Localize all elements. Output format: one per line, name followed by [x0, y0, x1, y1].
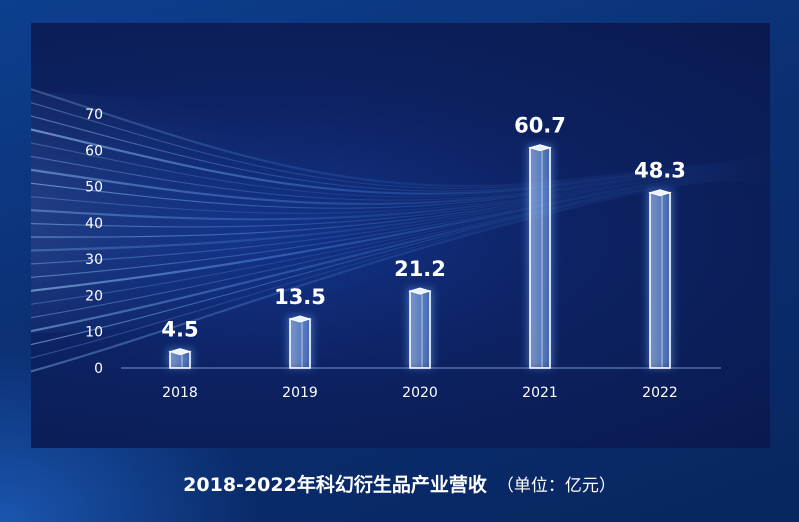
- bar: [649, 191, 671, 369]
- data-label: 48.3: [634, 159, 686, 183]
- light-streak: [31, 162, 770, 206]
- data-label: 21.2: [394, 257, 446, 281]
- bar-group: 60.7 2021: [514, 114, 566, 401]
- y-tick-label: 50: [85, 180, 103, 196]
- y-tick-label: 10: [85, 325, 103, 341]
- bar-group: 13.5 2019: [274, 285, 326, 401]
- light-streak: [31, 166, 770, 221]
- y-tick-label: 70: [85, 107, 103, 123]
- chart-panel: 0 10 20 30 40 50 60 70 4.5 2018 13.5 2019 21.2 2020 6…: [31, 23, 770, 448]
- bar-group: 4.5 2018: [161, 318, 198, 401]
- light-streak: [31, 168, 770, 228]
- chart-caption: 2018-2022年科幻衍生品产业营收 （单位：亿元）: [0, 470, 799, 497]
- bar-cap: [528, 144, 552, 152]
- bar-cap: [408, 287, 432, 295]
- x-tick-label: 2018: [162, 385, 198, 401]
- bar-group: 48.3 2022: [634, 159, 686, 401]
- light-streaks: [31, 88, 770, 373]
- light-streak: [31, 175, 770, 305]
- light-streak: [31, 179, 770, 359]
- chart-title: 2018-2022年科幻衍生品产业营收: [183, 474, 487, 496]
- bar-chart: 0 10 20 30 40 50 60 70 4.5 2018 13.5 2019 21.2 2020 6…: [31, 88, 770, 401]
- bar: [409, 290, 431, 369]
- y-tick-label: 60: [85, 143, 103, 159]
- x-tick-label: 2022: [642, 385, 678, 401]
- y-tick-label: 40: [85, 216, 103, 232]
- light-streak: [31, 170, 770, 238]
- bars: 4.5 2018 13.5 2019 21.2 2020 60.7 2021 48.3 2022: [161, 114, 686, 401]
- data-label: 4.5: [161, 318, 198, 342]
- light-streak: [31, 176, 770, 319]
- light-streak: [31, 164, 770, 209]
- y-tick-label: 0: [94, 361, 103, 377]
- light-streak: [31, 88, 770, 188]
- y-tick-label: 20: [85, 288, 103, 304]
- bar-group: 21.2 2020: [394, 257, 446, 401]
- data-label: 60.7: [514, 114, 566, 138]
- x-tick-label: 2019: [282, 385, 318, 401]
- light-streak: [31, 165, 770, 214]
- y-tick-label: 30: [85, 252, 103, 268]
- y-axis: 0 10 20 30 40 50 60 70: [85, 107, 103, 377]
- light-streak: [31, 172, 770, 265]
- bar: [529, 146, 551, 369]
- light-streak: [31, 177, 770, 333]
- light-haze: [31, 93, 361, 333]
- light-streak: [31, 171, 770, 252]
- bar: [289, 318, 311, 369]
- light-streak: [31, 174, 770, 292]
- bar-cap: [168, 348, 192, 356]
- light-streak: [31, 155, 770, 201]
- x-tick-label: 2021: [522, 385, 558, 401]
- unit-note: （单位：亿元）: [496, 476, 616, 496]
- light-streak: [31, 178, 770, 346]
- light-streak: [31, 173, 770, 278]
- light-streak: [31, 102, 770, 189]
- x-tick-label: 2020: [402, 385, 438, 401]
- bar-cap: [648, 189, 672, 197]
- data-label: 13.5: [274, 285, 326, 309]
- light-streak: [31, 128, 770, 195]
- light-streak: [31, 179, 770, 373]
- bar-cap: [288, 315, 312, 323]
- light-streak: [31, 142, 770, 198]
